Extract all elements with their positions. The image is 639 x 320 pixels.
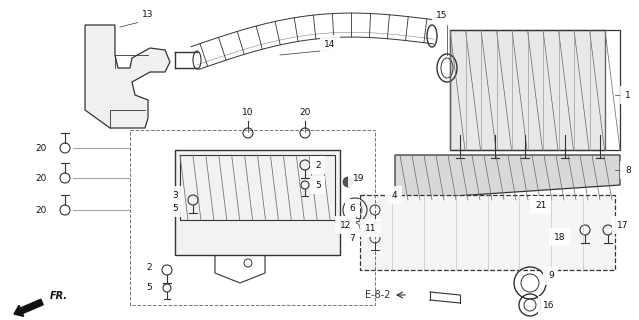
Text: 20: 20 [35,143,47,153]
Text: 6: 6 [350,204,355,212]
Text: 18: 18 [553,233,565,242]
Text: 4: 4 [392,190,397,199]
Text: FR.: FR. [50,291,68,301]
Text: 20: 20 [35,205,47,214]
Text: 1: 1 [625,91,631,100]
Bar [130,130,375,305]
Text: 14: 14 [325,39,335,49]
Text: 5: 5 [146,284,152,292]
Text: 9: 9 [548,271,554,281]
Text: 10: 10 [242,108,254,116]
Bar [180,155,335,220]
Text: 3: 3 [173,190,178,199]
Text: 17: 17 [617,220,629,229]
Polygon shape [395,155,620,200]
Text: 8: 8 [625,165,631,174]
Polygon shape [85,25,170,128]
Text: 11: 11 [365,223,376,233]
Bar [450,30,620,150]
Text: 12: 12 [340,220,351,229]
Text: 20: 20 [299,108,311,116]
Text: 5: 5 [315,180,321,189]
Text: 2: 2 [315,161,321,170]
Bar [360,195,615,270]
Circle shape [343,177,353,187]
Bar [450,30,605,150]
Text: 7: 7 [350,234,355,243]
Text: 13: 13 [142,10,154,19]
Text: 2: 2 [146,263,152,273]
Text: 20: 20 [35,173,47,182]
Bar [175,150,340,255]
Text: 21: 21 [535,201,546,210]
FancyArrow shape [14,299,43,316]
Text: 19: 19 [353,173,364,182]
Text: 16: 16 [543,300,555,309]
Text: 5: 5 [173,204,178,212]
Text: 15: 15 [436,11,448,20]
Text: E-8-2: E-8-2 [366,290,391,300]
